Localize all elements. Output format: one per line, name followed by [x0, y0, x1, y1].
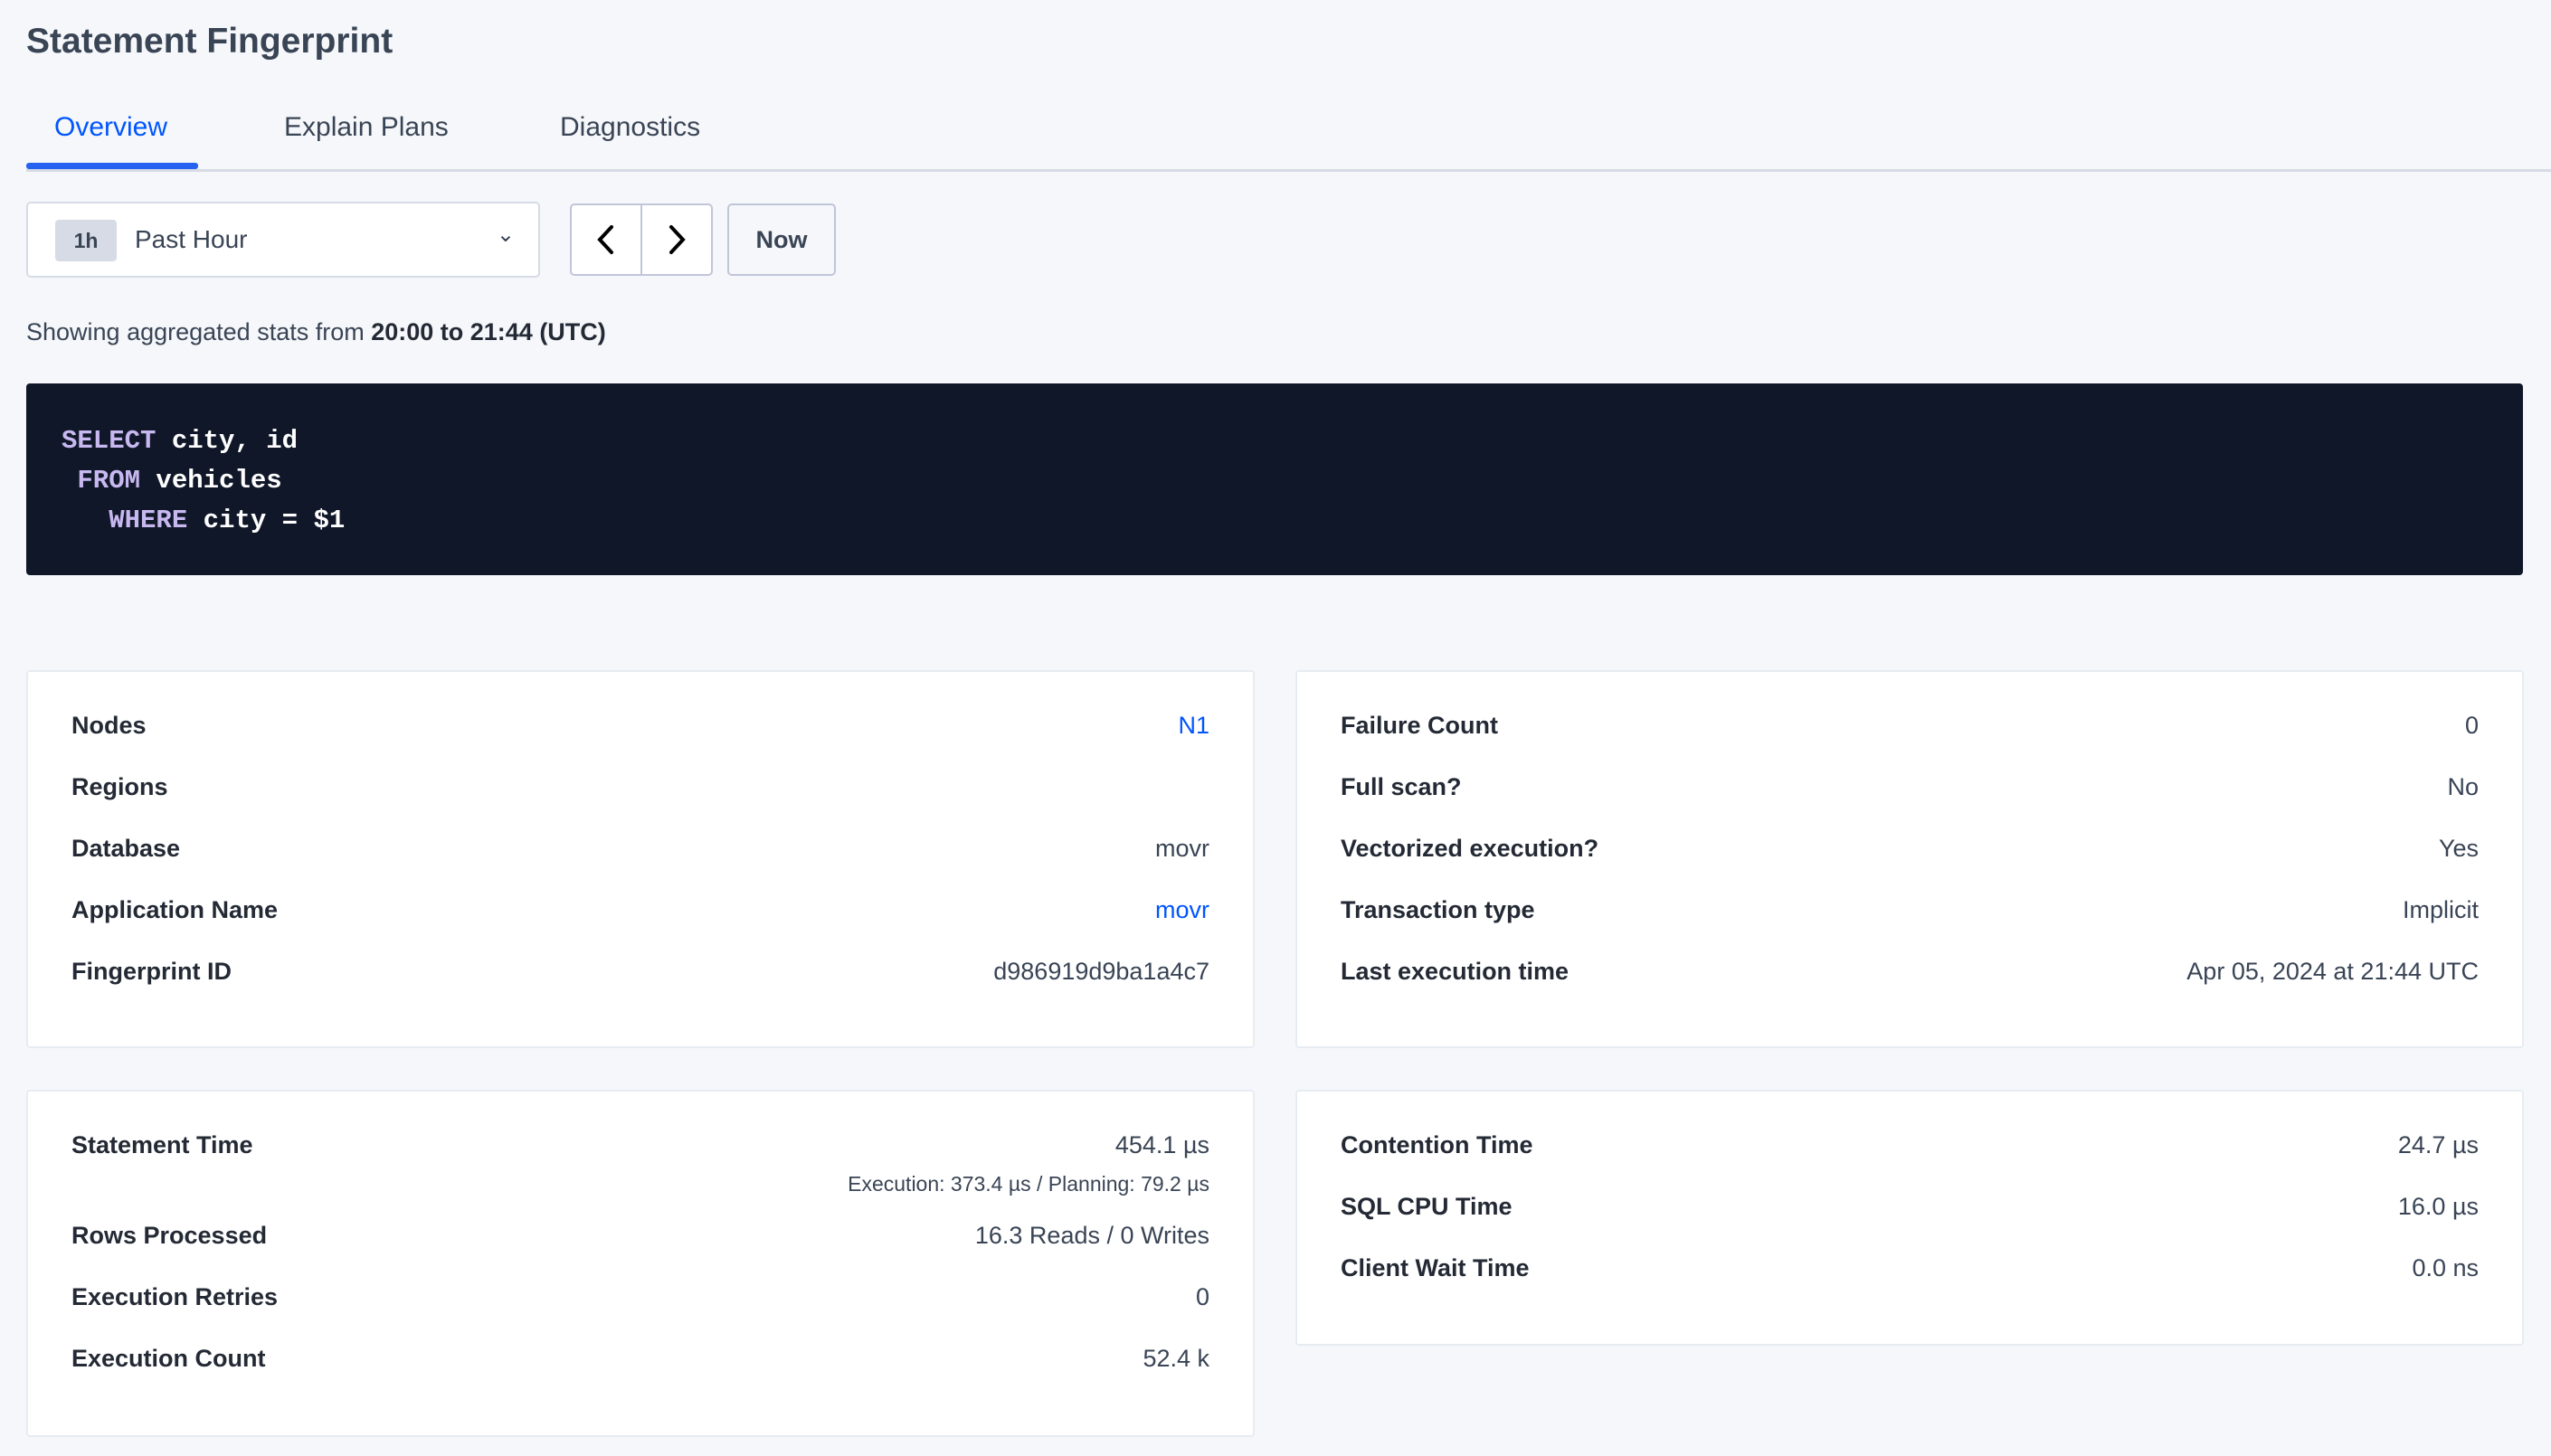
row-value: 0 — [1195, 1283, 1209, 1310]
row-value: 0 — [2464, 712, 2479, 739]
next-button[interactable] — [642, 205, 711, 274]
sql-keyword: FROM — [77, 466, 141, 496]
row-value: Apr 05, 2024 at 21:44 UTC — [2186, 958, 2479, 985]
row-label: Client Wait Time — [1341, 1254, 1530, 1281]
info-row: Regions — [71, 773, 1209, 835]
info-row: Nodes N1 — [71, 712, 1209, 773]
page-title: Statement Fingerprint — [26, 22, 394, 61]
stats-prefix: Showing aggregated stats from — [26, 318, 372, 345]
tab-bar: Overview Explain Plans Diagnostics — [26, 107, 2551, 172]
row-value: movr — [1155, 835, 1209, 862]
row-value: 454.1 µs — [1114, 1131, 1209, 1158]
time-range-label: Past Hour — [135, 225, 248, 253]
row-label: Last execution time — [1341, 958, 1569, 985]
row-value: No — [2447, 773, 2479, 800]
sql-keyword: WHERE — [109, 506, 188, 535]
row-value-link[interactable]: movr — [1155, 896, 1209, 923]
info-row: Execution Retries 0 — [71, 1283, 1209, 1345]
sql-keyword: SELECT — [62, 426, 156, 456]
summary-card-left: Nodes N1 Regions Database movr Application Na… — [26, 670, 1255, 1048]
time-range-select[interactable]: 1h Past Hour ⌄ — [26, 202, 540, 278]
stats-range: 20:00 to 21:44 (UTC) — [371, 318, 606, 345]
row-value: 24.7 µs — [2397, 1131, 2479, 1158]
tab-diagnostics[interactable]: Diagnostics — [560, 112, 701, 142]
row-value: 16.0 µs — [2397, 1193, 2479, 1220]
info-row: Last execution time Apr 05, 2024 at 21:44… — [1341, 958, 2479, 1019]
sql-text: city = $1 — [187, 506, 346, 535]
sql-code-block: SELECT city, id FROM vehicles WHERE city… — [26, 383, 2523, 575]
summary-card-right: Failure Count 0 Full scan? No Vectorized exe… — [1295, 670, 2524, 1048]
row-label: Application Name — [71, 896, 279, 923]
chevron-left-icon — [597, 225, 613, 254]
row-value: Implicit — [2402, 896, 2479, 923]
info-row: Database movr — [71, 835, 1209, 896]
row-value: Yes — [2438, 835, 2479, 862]
info-row: Failure Count 0 — [1341, 712, 2479, 773]
time-range-badge: 1h — [55, 220, 117, 261]
row-label: Full scan? — [1341, 773, 1462, 800]
row-label: Failure Count — [1341, 712, 1498, 739]
row-label: SQL CPU Time — [1341, 1193, 1513, 1220]
row-label: Fingerprint ID — [71, 958, 232, 985]
stats-range-text: Showing aggregated stats from 20:00 to 2… — [26, 318, 606, 346]
info-row: Application Name movr — [71, 896, 1209, 958]
chevron-right-icon — [669, 225, 686, 254]
active-tab-indicator — [26, 163, 198, 169]
info-row: Vectorized execution? Yes — [1341, 835, 2479, 896]
row-value-link[interactable]: N1 — [1178, 712, 1209, 739]
row-value: 52.4 k — [1143, 1345, 1209, 1372]
row-label: Contention Time — [1341, 1131, 1533, 1158]
info-row: Rows Processed 16.3 Reads / 0 Writes — [71, 1222, 1209, 1283]
row-label: Transaction type — [1341, 896, 1535, 923]
time-nav-group — [570, 203, 713, 276]
info-row: Transaction type Implicit — [1341, 896, 2479, 958]
row-label: Rows Processed — [71, 1222, 268, 1249]
info-row: Contention Time 24.7 µs — [1341, 1131, 2479, 1193]
time-card-left: Statement Time 454.1 µs Execution: 373.4 … — [26, 1090, 1255, 1437]
statement-time-breakdown: Execution: 373.4 µs / Planning: 79.2 µs — [848, 1172, 1209, 1196]
row-label: Execution Count — [71, 1345, 266, 1372]
previous-button[interactable] — [572, 205, 642, 274]
tab-explain-plans[interactable]: Explain Plans — [284, 112, 449, 142]
row-label: Regions — [71, 773, 168, 800]
row-value: 16.3 Reads / 0 Writes — [974, 1222, 1209, 1249]
row-label: Statement Time — [71, 1131, 253, 1158]
info-row: SQL CPU Time 16.0 µs — [1341, 1193, 2479, 1254]
row-label: Nodes — [71, 712, 147, 739]
info-row: Fingerprint ID d986919d9ba1a4c7 — [71, 958, 1209, 1019]
row-label: Vectorized execution? — [1341, 835, 1599, 862]
sql-text: city, id — [156, 426, 299, 456]
info-row: Execution Count 52.4 k — [71, 1345, 1209, 1406]
statement-time-row: Statement Time 454.1 µs Execution: 373.4 … — [71, 1131, 1209, 1222]
time-card-right: Contention Time 24.7 µs SQL CPU Time 16.0 µ… — [1295, 1090, 2524, 1346]
chevron-down-icon: ⌄ — [496, 222, 515, 247]
sql-text: vehicles — [140, 466, 282, 496]
info-row: Client Wait Time 0.0 ns — [1341, 1254, 2479, 1316]
row-value: 0.0 ns — [2412, 1254, 2479, 1281]
row-label: Database — [71, 835, 181, 862]
info-row: Full scan? No — [1341, 773, 2479, 835]
tab-overview[interactable]: Overview — [54, 112, 168, 142]
row-label: Execution Retries — [71, 1283, 279, 1310]
now-button[interactable]: Now — [727, 203, 836, 276]
row-value: d986919d9ba1a4c7 — [993, 958, 1209, 985]
